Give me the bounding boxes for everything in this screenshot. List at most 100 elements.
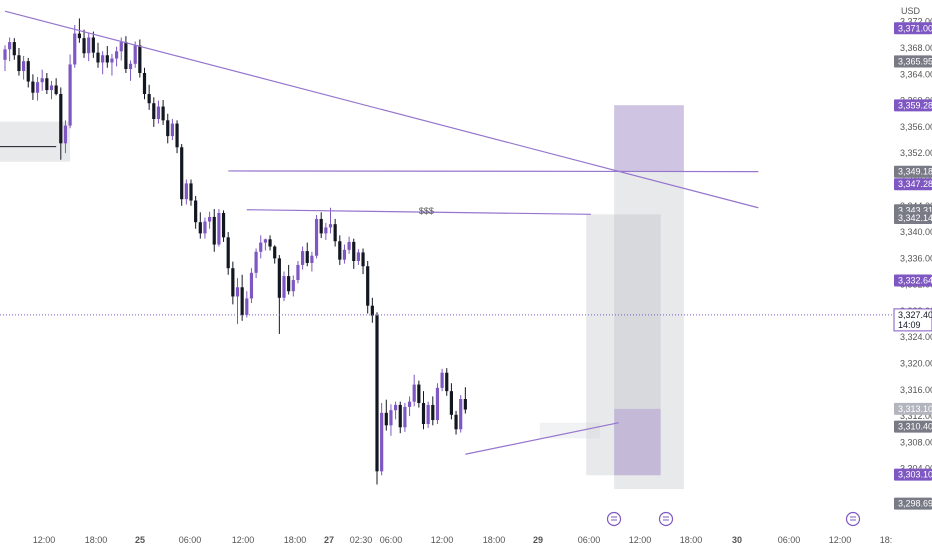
candle-body <box>426 404 430 425</box>
time-axis[interactable]: 12:00 18:00 25 06:00 12:00 18:00 27 02:30 06:00 1… <box>33 535 893 545</box>
price-label-text: 3,347.28 <box>898 179 932 189</box>
candle-body <box>77 33 81 39</box>
candle-body <box>380 412 384 472</box>
price-label-text: 3,298.69 <box>898 499 932 509</box>
time-tick-label: 06:00 <box>778 535 801 545</box>
candle-body <box>82 38 86 54</box>
candle-body <box>212 216 216 245</box>
price-label-text: 3,371.00 <box>898 23 932 33</box>
candle-body <box>142 72 147 95</box>
time-tick-label: 02:30 <box>350 535 373 545</box>
candle-body <box>184 183 188 200</box>
candle-body <box>22 61 26 72</box>
time-tick-label: 12:00 <box>33 535 56 545</box>
candle-body <box>296 264 300 281</box>
candle-body <box>449 391 453 415</box>
candle-body <box>63 125 68 144</box>
price-label-badge <box>894 468 932 481</box>
candle-body <box>277 258 281 298</box>
candle-body <box>226 237 230 269</box>
price-tick-label: 3,372.00 <box>900 17 932 27</box>
candle-body <box>8 42 12 50</box>
candle-body <box>105 55 109 63</box>
candle-body <box>356 252 360 261</box>
candle-body <box>305 251 309 263</box>
candle-body <box>287 276 291 292</box>
drawings-layer <box>4 10 759 455</box>
candles-layer <box>3 18 467 485</box>
currency-label: USD <box>901 6 921 16</box>
liquidity-annotation: $$$ <box>419 206 434 216</box>
price-tick-label: 3,324.00 <box>900 332 932 342</box>
candle-body <box>375 315 379 472</box>
time-tick-label: 18:00 <box>85 535 108 545</box>
time-tick-label: 18:00 <box>284 535 307 545</box>
candle-body <box>319 218 323 234</box>
current-price-text: 3,327.40 <box>898 310 932 320</box>
candle-body <box>35 82 40 93</box>
candle-body <box>203 221 207 234</box>
price-label-text: 3,359.28 <box>898 100 932 110</box>
candle-body <box>366 266 370 306</box>
candle-body <box>198 222 202 234</box>
candle-body <box>324 227 328 234</box>
trend-line <box>465 422 619 455</box>
price-tick-label: 3,352.00 <box>900 148 932 158</box>
price-tick-label: 3,340.00 <box>900 227 932 237</box>
flag-event-icon <box>658 511 674 527</box>
price-label-text: 3,303.10 <box>898 470 932 480</box>
price-tick-label: 3,316.00 <box>900 385 932 395</box>
price-axis[interactable]: 3,372.003,368.003,364.003,360.003,356.00… <box>892 0 932 550</box>
candle-body <box>398 404 402 428</box>
price-label-badge <box>894 178 932 191</box>
price-label-badge <box>894 497 932 510</box>
time-tick-label: 30 <box>732 535 742 545</box>
candle-body <box>170 123 174 137</box>
event-icon-ring <box>606 511 622 527</box>
event-icon-ring <box>658 511 674 527</box>
candle-body <box>231 268 235 297</box>
price-label-text: 3,365.95 <box>898 56 932 66</box>
candle-body <box>59 94 63 144</box>
candle-body <box>45 78 49 91</box>
candle-body <box>54 85 58 95</box>
candle-body <box>40 78 44 83</box>
time-tick-label: 18:00 <box>680 535 703 545</box>
candle-body <box>49 85 54 91</box>
candle-body <box>263 239 267 243</box>
candle-body <box>459 399 463 430</box>
candle-body <box>328 224 333 228</box>
candle-body <box>235 287 240 297</box>
time-tick-label: 29 <box>533 535 543 545</box>
candle-body <box>352 241 356 261</box>
price-label-text: 3,332.64 <box>898 275 932 285</box>
time-tick-label: 27 <box>324 535 334 545</box>
candle-body <box>291 280 295 292</box>
stop-zone <box>614 408 661 476</box>
candle-body <box>26 61 30 82</box>
lightning-event-icon <box>606 511 622 527</box>
candle-body <box>454 414 458 430</box>
price-label-badge <box>894 211 932 224</box>
price-tick-label: 3,312.00 <box>900 411 932 421</box>
candle-body <box>73 33 77 65</box>
price-label-text: 3,343.31 <box>898 205 932 215</box>
candle-body <box>101 55 105 63</box>
candle-body <box>384 412 388 426</box>
candle-body <box>3 49 7 60</box>
candle-body <box>119 42 123 52</box>
trend-line <box>4 10 759 209</box>
price-label-badge <box>894 402 932 415</box>
trend-line <box>228 170 759 173</box>
price-label-text: 3,310.40 <box>898 422 932 432</box>
candle-body <box>161 106 165 121</box>
price-tick-label: 3,308.00 <box>900 437 932 447</box>
candle-body <box>189 183 193 201</box>
candle-body <box>175 123 179 148</box>
time-tick-label: 18:00 <box>483 535 506 545</box>
candle-body <box>91 37 95 53</box>
candle-body <box>217 213 221 245</box>
price-label-badge <box>894 274 932 287</box>
time-tick-label: 12:00 <box>431 535 454 545</box>
